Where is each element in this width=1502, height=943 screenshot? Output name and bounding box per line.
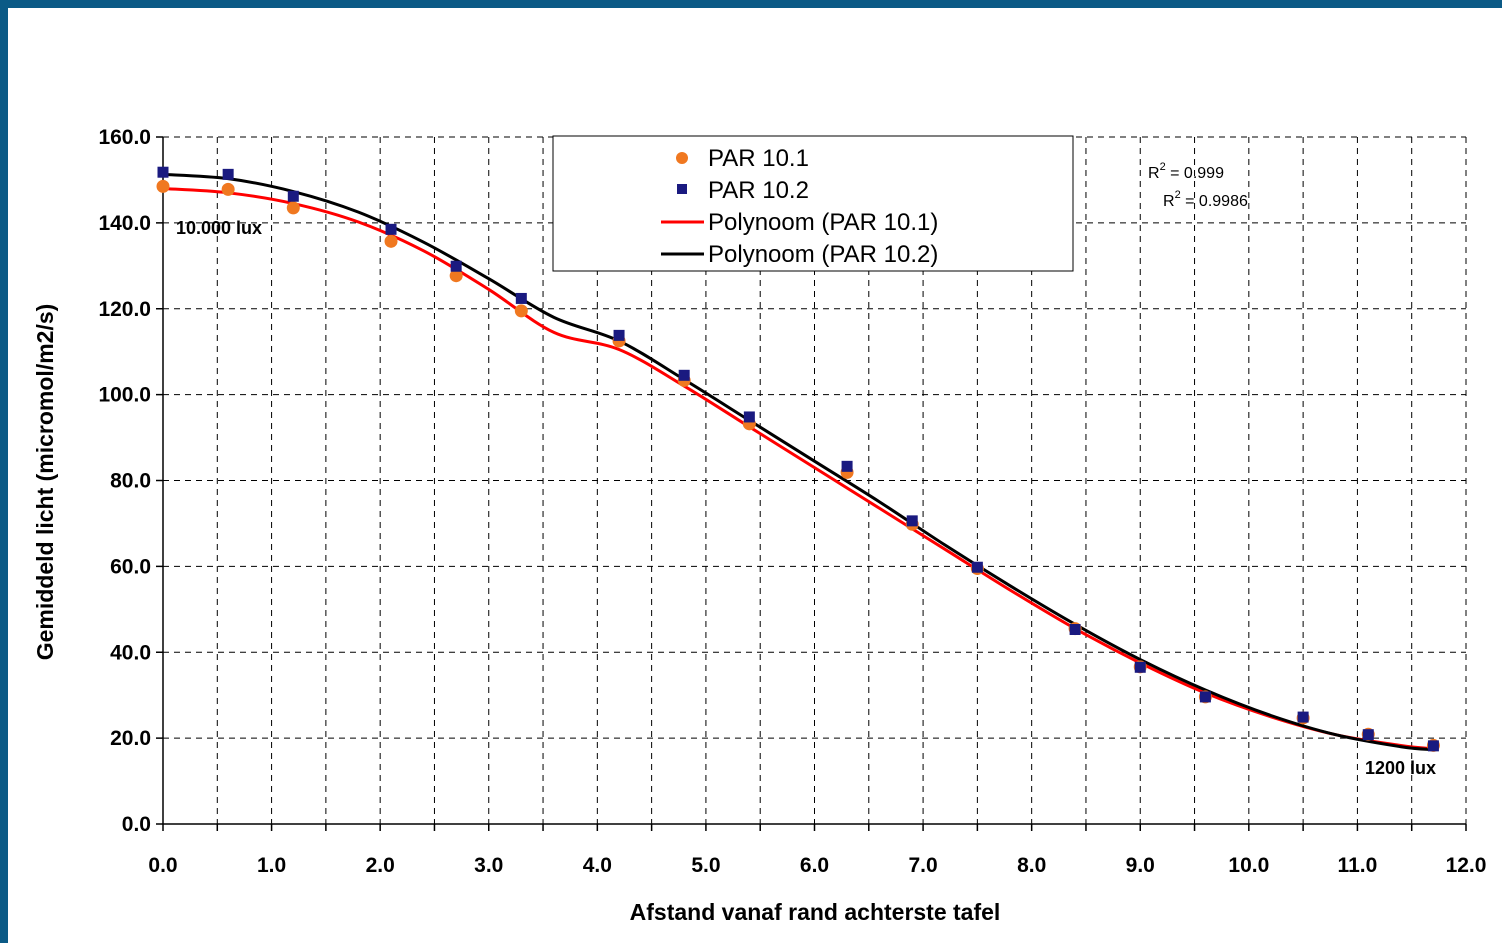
data-point-par-10-2 <box>1362 729 1374 741</box>
r-squared-label-2: R2 = 0.9986 <box>1163 189 1248 210</box>
y-tick-label: 20.0 <box>110 727 151 750</box>
legend-label-poly-10-2: Polynoom (PAR 10.2) <box>708 241 938 268</box>
trendline-2 <box>162 172 1434 752</box>
data-point-par-10-2 <box>971 561 983 573</box>
x-tick-label: 4.0 <box>583 854 612 877</box>
x-tick-label: 1.0 <box>257 854 286 877</box>
data-point-par-10-2 <box>743 411 755 423</box>
r-squared-label-1: R2 = 0.999 <box>1148 161 1224 182</box>
y-tick-label: 120.0 <box>98 298 151 321</box>
y-tick-label: 0.0 <box>122 813 151 836</box>
chart-frame: 0.0 20.0 40.0 60.0 80.0 100.0 120.0 140.0 160.0 0… <box>8 8 1502 943</box>
data-point-par-10-2 <box>385 223 397 235</box>
x-tick-label: 9.0 <box>1126 854 1155 877</box>
x-tick-label: 8.0 <box>1017 854 1046 877</box>
r-squared-value-2: 0.9986 <box>1199 193 1248 210</box>
y-tick-label: 140.0 <box>98 212 151 235</box>
data-point-par-10-1 <box>514 304 528 318</box>
data-point-par-10-1 <box>221 182 235 196</box>
y-tick-label: 100.0 <box>98 384 151 407</box>
data-point-par-10-2 <box>906 515 918 527</box>
x-tick-label: 5.0 <box>691 854 720 877</box>
legend-marker-par-10-1 <box>676 152 688 164</box>
x-tick-label: 11.0 <box>1338 854 1378 877</box>
data-point-par-10-1 <box>286 201 300 215</box>
x-tick-label: 6.0 <box>800 854 829 877</box>
legend-label-par-10-1: PAR 10.1 <box>708 145 809 172</box>
y-axis-title: Gemiddeld licht (micromol/m2/s) <box>32 304 58 661</box>
x-tick-label: 3.0 <box>474 854 503 877</box>
data-point-par-10-2 <box>222 168 234 180</box>
data-point-par-10-1 <box>449 269 463 283</box>
data-point-par-10-1 <box>156 179 170 193</box>
legend-marker-par-10-2 <box>677 184 687 194</box>
trendline-1 <box>162 187 1434 751</box>
annotation-1200-lux: 1200 lux <box>1365 758 1436 778</box>
x-tick-label: 12.0 <box>1446 854 1487 877</box>
x-tick-label: 0.0 <box>148 854 177 877</box>
data-point-par-10-1 <box>384 234 398 248</box>
data-point-par-10-2 <box>1069 623 1081 635</box>
data-point-par-10-2 <box>841 460 853 472</box>
y-tick-label: 60.0 <box>110 555 151 578</box>
x-axis-title: Afstand vanaf rand achterste tafel <box>630 899 1001 925</box>
data-point-par-10-2 <box>613 329 625 341</box>
data-point-par-10-2 <box>515 292 527 304</box>
x-tick-label: 10.0 <box>1228 854 1269 877</box>
data-point-par-10-2 <box>157 166 169 178</box>
annotation-10000-lux: 10.000 lux <box>176 218 262 238</box>
data-point-par-10-2 <box>1134 661 1146 673</box>
legend-label-poly-10-1: Polynoom (PAR 10.1) <box>708 209 938 236</box>
data-point-par-10-2 <box>1427 740 1439 752</box>
legend-box <box>552 135 1074 272</box>
data-point-par-10-2 <box>678 369 690 381</box>
chart: 0.0 20.0 40.0 60.0 80.0 100.0 120.0 140.0 160.0 0… <box>32 126 1487 925</box>
data-point-par-10-2 <box>450 260 462 272</box>
r-squared-value-1: 0.999 <box>1184 165 1224 182</box>
data-point-par-10-2 <box>287 190 299 202</box>
x-tick-label: 2.0 <box>366 854 395 877</box>
legend: PAR 10.1 PAR 10.2 Polynoom (PAR 10.1) Po… <box>552 135 1074 272</box>
y-tick-label: 160.0 <box>98 126 151 149</box>
y-tick-label: 40.0 <box>110 641 151 664</box>
data-point-par-10-2 <box>1297 711 1309 723</box>
data-point-par-10-2 <box>1199 691 1211 703</box>
legend-label-par-10-2: PAR 10.2 <box>708 177 809 204</box>
y-tick-label: 80.0 <box>110 470 151 493</box>
x-tick-label: 7.0 <box>908 854 937 877</box>
